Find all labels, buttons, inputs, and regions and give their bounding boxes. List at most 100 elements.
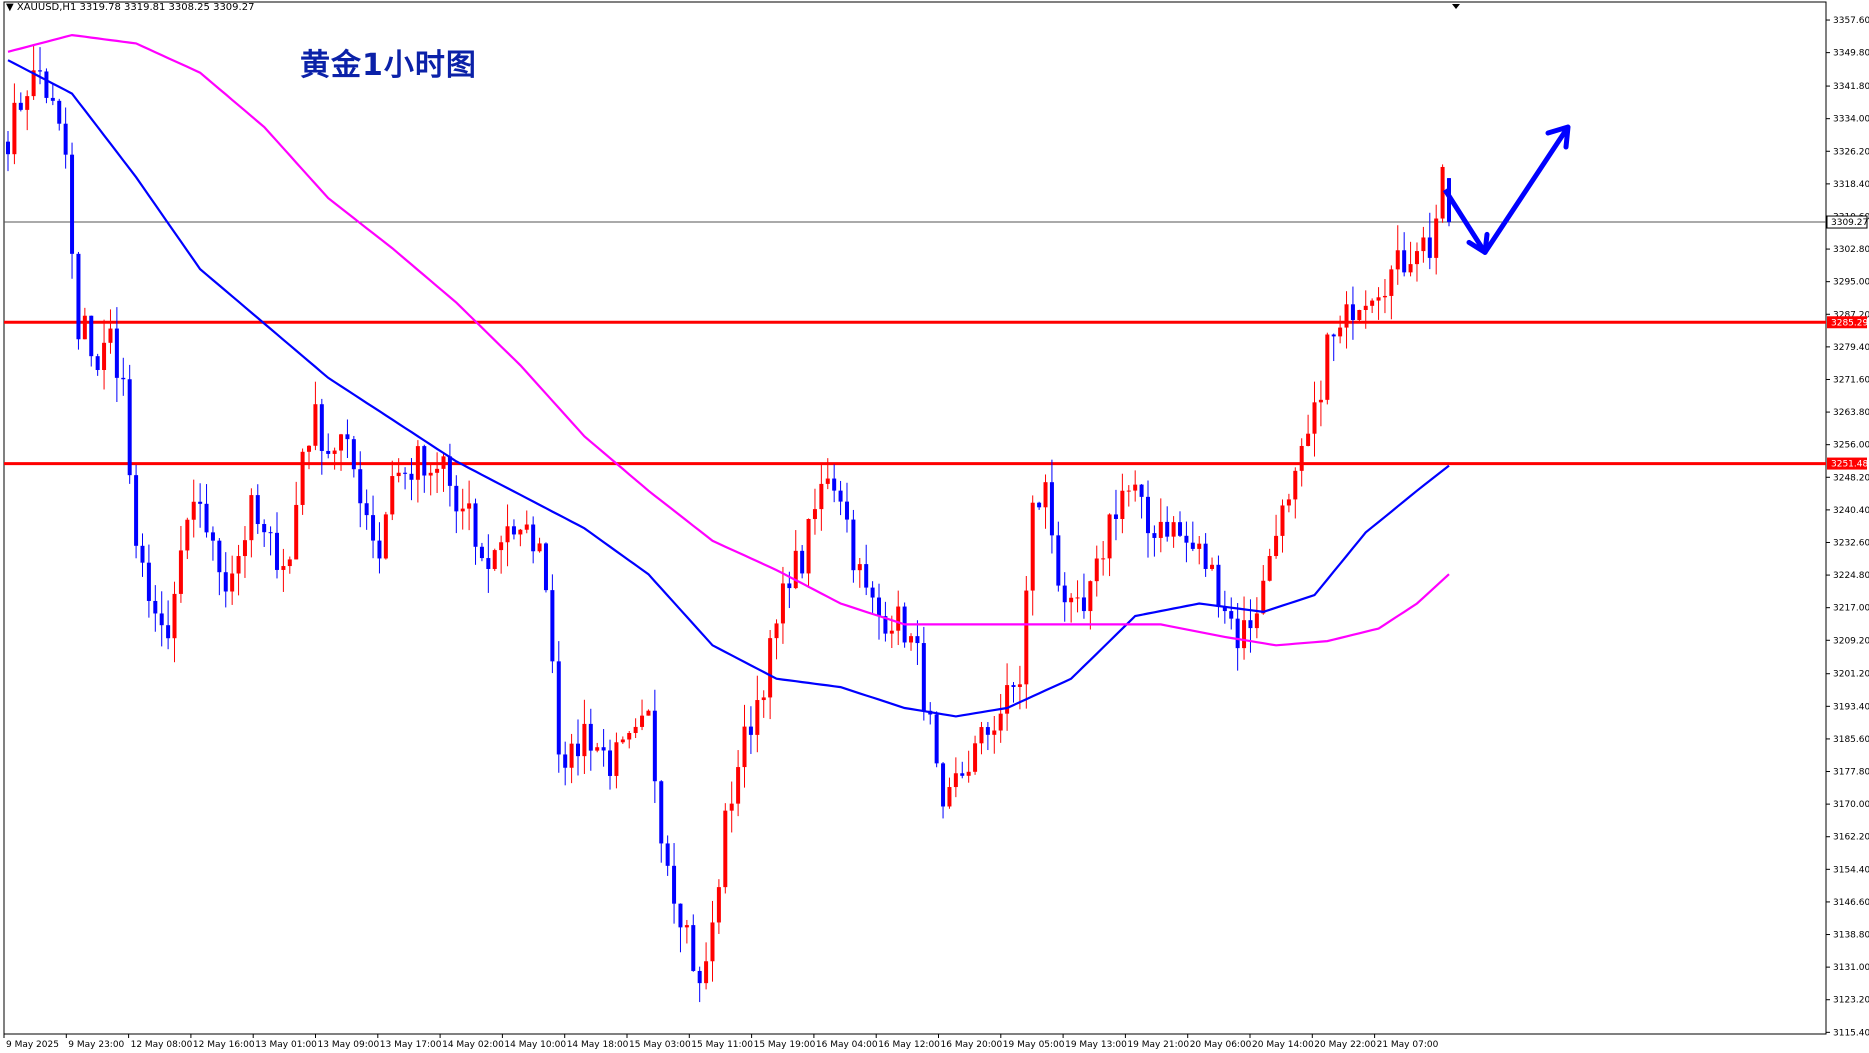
candle-bull: [492, 550, 497, 569]
candle-bear: [1248, 620, 1253, 629]
candle-bear: [832, 478, 837, 491]
candle-bull: [537, 543, 542, 552]
y-tick-label: 3349.80: [1833, 49, 1869, 59]
y-tick-label: 3334.00: [1833, 115, 1869, 125]
candle-bear: [531, 524, 536, 552]
candle-bull: [1382, 295, 1387, 298]
candle-bear: [63, 123, 68, 155]
x-tick-label: 19 May 13:00: [1065, 1040, 1127, 1050]
x-tick-label: 12 May 08:00: [131, 1040, 193, 1050]
candle-bull: [332, 450, 337, 454]
candle-bull: [729, 803, 734, 811]
candle-bull: [428, 472, 433, 476]
x-tick-label: 15 May 19:00: [754, 1040, 816, 1050]
candle-bear: [473, 503, 478, 547]
candle-bull: [499, 542, 504, 551]
y-tick-label: 3201.20: [1833, 670, 1869, 680]
candle-bull: [992, 730, 997, 735]
candle-bear: [89, 315, 94, 357]
candle-bull: [966, 771, 971, 776]
candle-bear: [883, 616, 888, 634]
candle-bear: [358, 469, 363, 504]
candle-bear: [838, 490, 843, 502]
candle-bear: [575, 743, 580, 757]
candle-bull: [307, 445, 312, 452]
candle-bear: [1056, 535, 1061, 586]
y-tick-label: 3263.80: [1833, 408, 1869, 418]
candle-bull: [294, 504, 299, 560]
x-tick-label: 14 May 18:00: [567, 1040, 629, 1050]
candle-bull: [953, 773, 958, 788]
candle-bear: [672, 865, 677, 904]
candle-bull: [716, 887, 721, 923]
candle-bear: [268, 532, 273, 534]
candle-bull: [1210, 564, 1215, 569]
candle-bear: [588, 723, 593, 751]
candle-bear: [114, 328, 119, 378]
candle-bull: [1075, 597, 1080, 599]
ma-fast-line: [7, 59, 1450, 718]
y-tick-label: 3138.80: [1833, 931, 1869, 941]
candle-bull: [230, 573, 235, 592]
candle-bull: [300, 451, 305, 505]
candle-bull: [1094, 558, 1099, 582]
price-label-text: 3285.29: [1831, 318, 1868, 328]
candle-bull: [812, 509, 817, 519]
candle-bull: [524, 524, 529, 530]
y-tick-label: 3326.20: [1833, 147, 1869, 157]
scroll-marker: [1452, 4, 1460, 9]
candle-bull: [806, 518, 811, 574]
candle-bull: [1030, 502, 1035, 591]
price-label-box: [1826, 215, 1868, 229]
x-tick-label: 9 May 23:00: [68, 1040, 124, 1050]
candle-bear: [1081, 597, 1086, 612]
candle-bear: [479, 546, 484, 559]
candle-bull: [1242, 620, 1247, 649]
candle-bear: [1165, 521, 1170, 537]
candle-bull: [185, 519, 190, 551]
candle-bull: [774, 623, 779, 639]
candle-bear: [422, 446, 427, 476]
candle-bear: [1049, 482, 1054, 536]
candle-bear: [1427, 237, 1432, 258]
candle-bull: [505, 526, 510, 543]
candle-bull: [1120, 490, 1125, 519]
candle-bull: [909, 636, 914, 643]
candle-bull: [889, 630, 894, 634]
candle-bear: [274, 532, 279, 570]
candle-bear: [691, 925, 696, 971]
candle-bear: [1331, 334, 1336, 337]
candle-bear: [1184, 535, 1189, 543]
candle-bull: [242, 540, 247, 557]
candle-bull: [947, 787, 952, 807]
candle-bull: [1338, 327, 1343, 337]
candle-bull: [287, 559, 292, 567]
candle-bull: [640, 715, 645, 727]
x-tick-label: 15 May 11:00: [691, 1040, 753, 1050]
candle-bear: [934, 714, 939, 764]
candle-bear: [1062, 585, 1067, 603]
candle-bear: [1139, 484, 1144, 497]
candle-bull: [25, 96, 30, 110]
candle-bull: [31, 70, 36, 97]
candle-bull: [896, 606, 901, 631]
y-tick-label: 3295.00: [1833, 278, 1869, 288]
x-tick-label: 12 May 16:00: [193, 1040, 255, 1050]
candle-bull: [1389, 269, 1394, 296]
candle-bear: [1011, 685, 1016, 687]
candle-bear: [486, 558, 491, 569]
candle-bear: [665, 843, 670, 866]
candle-bull: [979, 727, 984, 744]
y-tick-label: 3341.80: [1833, 82, 1869, 92]
candle-bear: [915, 636, 920, 644]
candle-bull: [704, 961, 709, 984]
candle-bear: [403, 472, 408, 474]
candle-bear: [210, 532, 215, 541]
candle-bull: [390, 476, 395, 515]
x-tick-label: 13 May 09:00: [318, 1040, 380, 1050]
y-tick-label: 3162.20: [1833, 833, 1869, 843]
candle-bull: [1171, 522, 1176, 537]
candle-bull: [1363, 305, 1368, 310]
candle-bull: [1421, 237, 1426, 252]
